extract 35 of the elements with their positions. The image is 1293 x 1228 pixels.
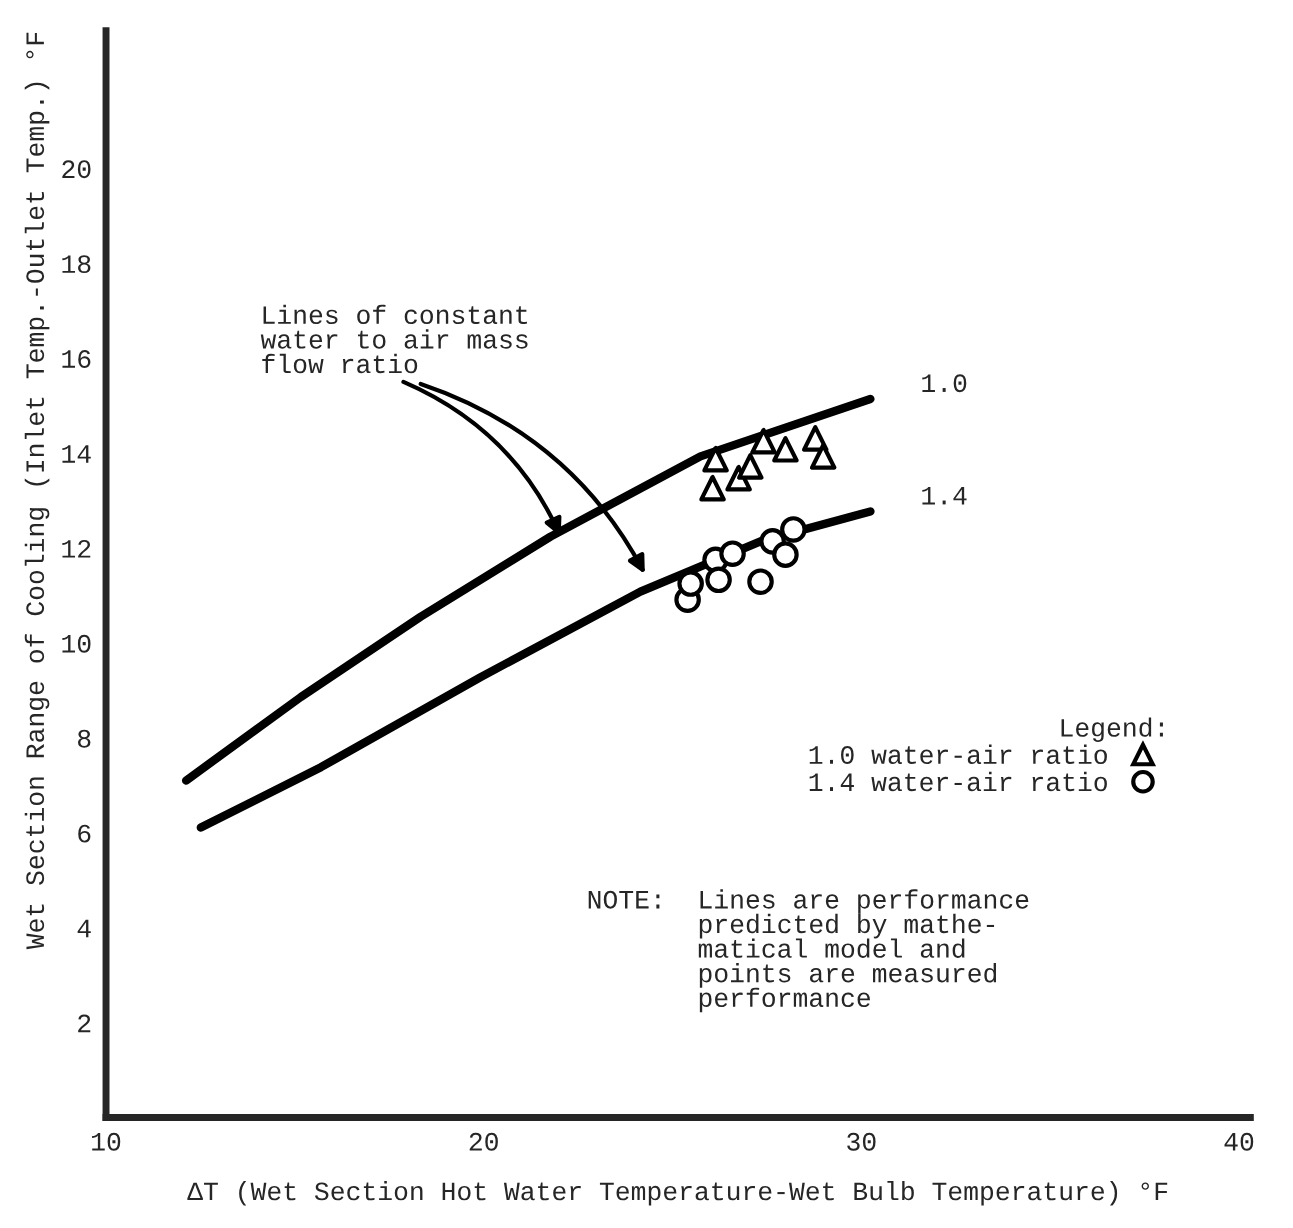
point bbox=[677, 570, 704, 597]
point bbox=[772, 435, 799, 463]
legend-title: Legend: bbox=[1061, 717, 1163, 742]
y-tick-label: 4 bbox=[77, 919, 91, 938]
y-tick-label: 10 bbox=[62, 634, 91, 653]
annotation: Lines of constant water to air mass flow ratio bbox=[260, 304, 528, 374]
point bbox=[747, 568, 774, 595]
x-tick-label: 10 bbox=[92, 1132, 121, 1151]
point bbox=[750, 427, 777, 455]
point bbox=[780, 516, 807, 543]
point bbox=[772, 541, 799, 568]
y-tick-label: 12 bbox=[62, 539, 91, 558]
y-tick-label: 20 bbox=[62, 160, 91, 179]
point bbox=[809, 443, 837, 470]
legend-label: 1.0 water-air ratio bbox=[809, 744, 1107, 765]
y-tick-label: 14 bbox=[62, 445, 91, 463]
point bbox=[737, 453, 764, 480]
point bbox=[719, 540, 746, 567]
y-axis-title: Wet Section Range of Cooling (Inlet Temp.-Outlet Temp.) °F bbox=[24, 32, 50, 950]
x-tick-label: 20 bbox=[469, 1132, 498, 1151]
legend-label: 1.4 water-air ratio bbox=[809, 771, 1107, 792]
annotation: NOTE: Lines are performance predicted by mathe- matical model and points are measured performance bbox=[588, 889, 1029, 1013]
y-tick-label: 2 bbox=[78, 1014, 91, 1033]
y-tick-label: 16 bbox=[62, 350, 91, 368]
point bbox=[705, 566, 732, 594]
series-label: 1.4 bbox=[922, 487, 967, 505]
y-tick-label: 8 bbox=[78, 729, 91, 748]
x-tick-label: 40 bbox=[1224, 1132, 1254, 1151]
y-tick-label: 18 bbox=[62, 255, 91, 274]
x-axis-title: ΔT (Wet Section Hot Water Temperature-Wet Bulb Temperature) °F bbox=[187, 1180, 1168, 1206]
x-tick-label: 30 bbox=[847, 1132, 876, 1151]
series-label: 1.0 bbox=[922, 374, 967, 393]
point bbox=[702, 445, 729, 473]
point bbox=[699, 474, 726, 502]
y-tick-label: 6 bbox=[78, 824, 91, 843]
